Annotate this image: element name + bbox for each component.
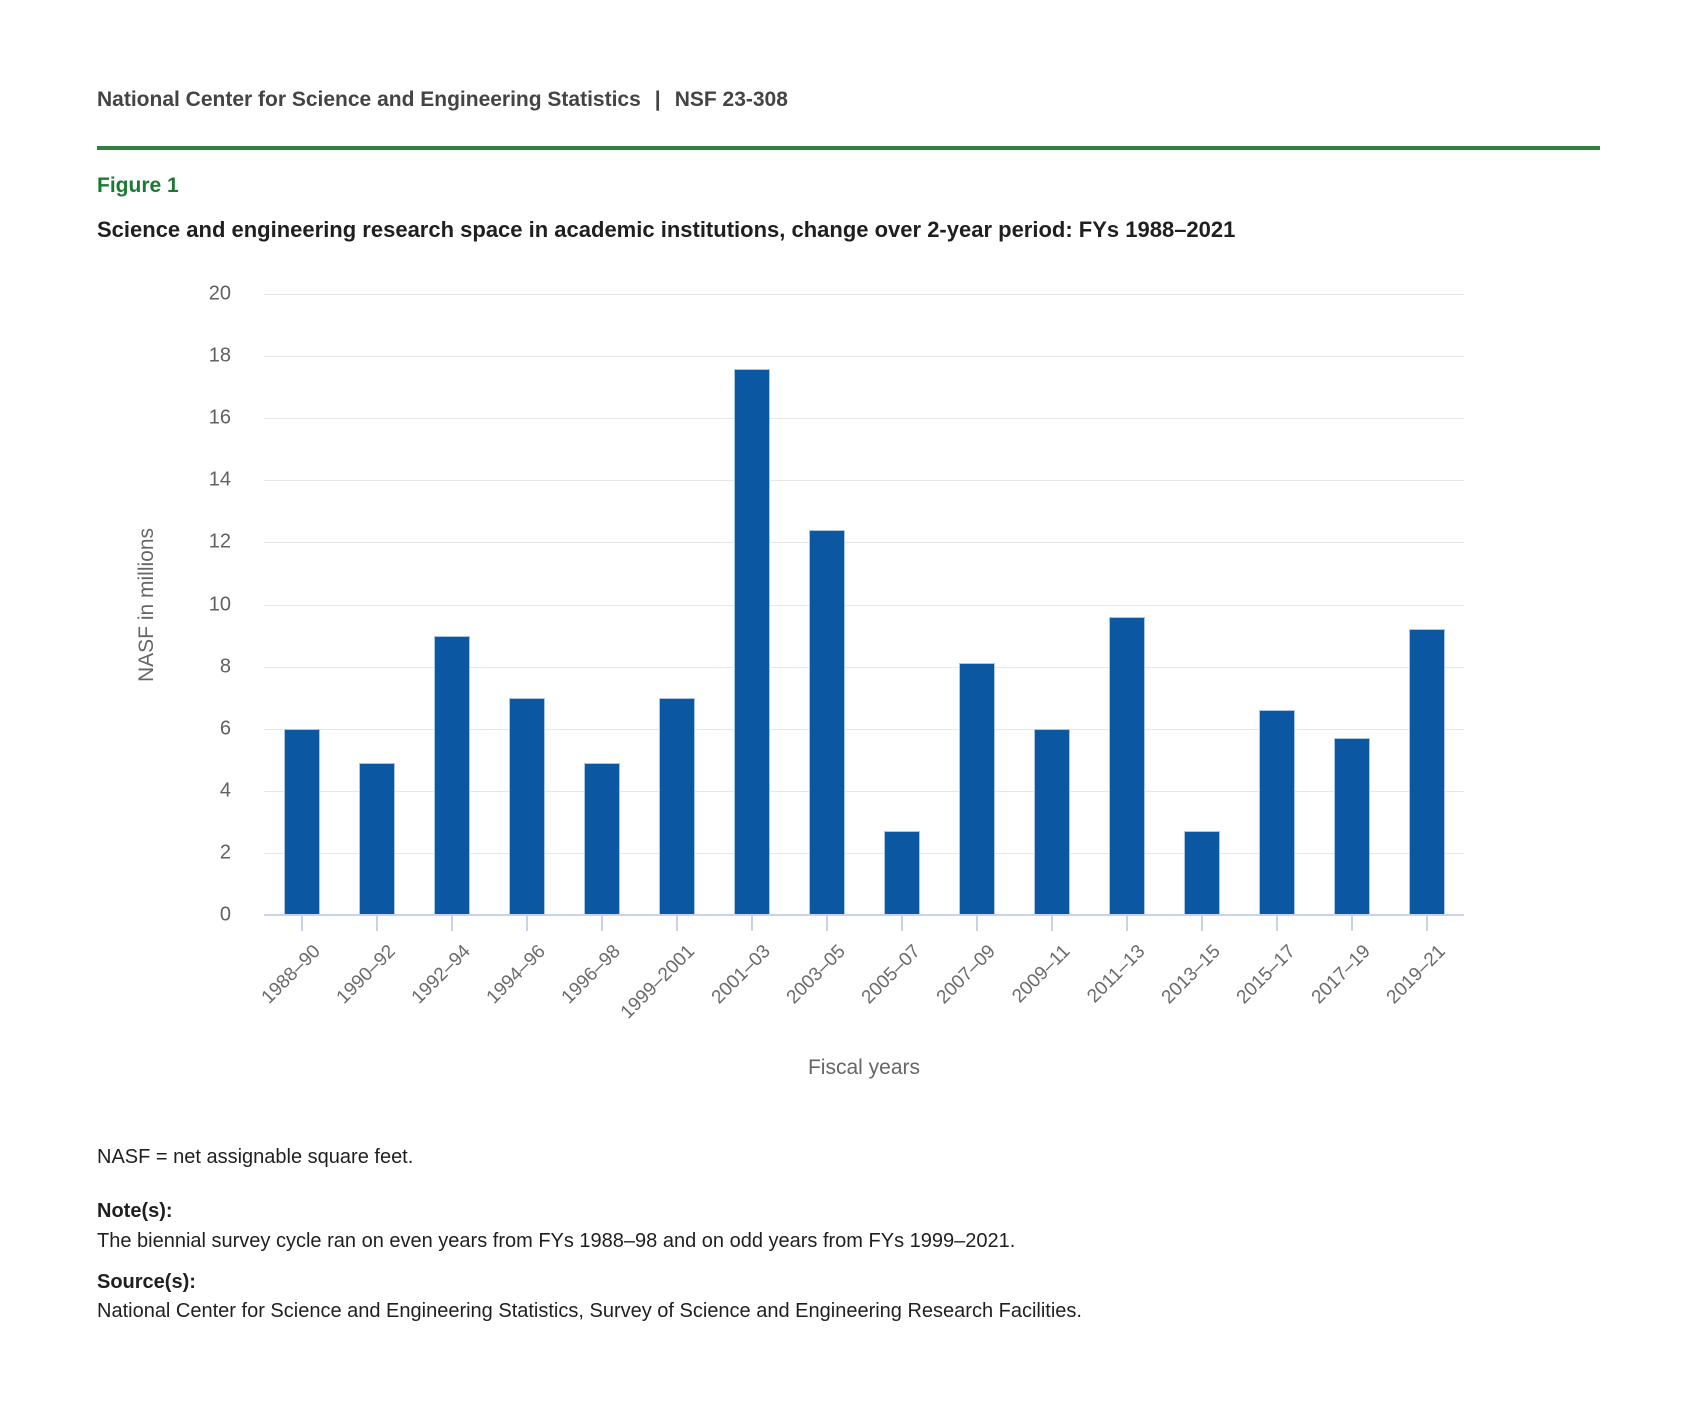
x-tick-label: 1992–94	[407, 941, 475, 1009]
gridline	[264, 852, 1464, 854]
x-tick-label: 2001–03	[707, 941, 775, 1009]
x-axis-tick	[750, 915, 753, 931]
bar	[808, 530, 845, 915]
bar	[1333, 738, 1370, 915]
gridline	[264, 604, 1464, 606]
gridline	[264, 418, 1464, 420]
y-tick-label: 8	[219, 655, 231, 678]
bar	[1408, 629, 1445, 915]
x-axis-tick	[375, 915, 378, 931]
y-tick-label: 0	[219, 903, 231, 926]
x-tick-label: 2007–09	[932, 941, 1000, 1009]
y-tick-label: 10	[208, 593, 231, 615]
x-axis-tick	[1425, 915, 1428, 931]
bar	[583, 763, 620, 915]
y-tick-label: 14	[208, 468, 231, 491]
y-tick-label: 4	[219, 779, 231, 802]
header-org: National Center for Science and Engineer…	[97, 88, 641, 111]
bar	[358, 763, 395, 915]
bar	[1183, 831, 1220, 915]
bar	[733, 369, 770, 915]
gridline	[264, 542, 1464, 544]
bar	[883, 831, 920, 915]
notes-text: The biennial survey cycle ran on even ye…	[97, 1230, 1016, 1252]
notes-label: Note(s):	[97, 1200, 173, 1222]
x-tick-label: 2015–17	[1232, 941, 1300, 1009]
header-report-number: NSF 23-308	[674, 88, 788, 111]
bar	[508, 698, 545, 915]
bar	[1108, 617, 1145, 915]
bar	[1258, 710, 1295, 915]
x-tick-label: 1990–92	[332, 941, 400, 1009]
figure-label: Figure 1	[97, 174, 179, 197]
y-tick-label: 16	[208, 406, 231, 429]
x-tick-label: 2005–07	[857, 941, 925, 1009]
x-tick-label: 1988–90	[257, 941, 325, 1009]
bar	[658, 698, 695, 915]
y-tick-label: 6	[219, 717, 231, 740]
bar	[433, 636, 470, 915]
x-axis-tick	[525, 915, 528, 931]
chart-title: Science and engineering research space i…	[97, 217, 1236, 242]
x-axis-tick	[1350, 915, 1353, 931]
x-axis-tick	[900, 915, 903, 931]
y-tick-label: 12	[208, 530, 231, 553]
x-axis-title: Fiscal years	[807, 1056, 921, 1079]
x-tick-label: 1996–98	[557, 941, 625, 1009]
x-axis-tick	[975, 915, 978, 931]
gridline	[264, 356, 1464, 358]
bar	[1033, 729, 1070, 915]
y-tick-label: 18	[208, 344, 231, 367]
header-separator: |	[654, 88, 661, 111]
x-axis-tick	[825, 915, 828, 931]
x-tick-label: 2003–05	[782, 941, 850, 1009]
x-axis-tick	[600, 915, 603, 931]
y-tick-label: 2	[219, 841, 231, 864]
x-axis-tick	[675, 915, 678, 931]
gridline	[264, 666, 1464, 668]
x-axis-tick	[450, 915, 453, 931]
y-axis-title: NASF in millions	[135, 527, 158, 683]
x-axis-tick	[300, 915, 303, 931]
x-axis-tick	[1125, 915, 1128, 931]
bar	[283, 729, 320, 915]
x-tick-label: 2019–21	[1382, 941, 1450, 1009]
gridline	[264, 294, 1464, 295]
x-tick-label: 2009–11	[1008, 941, 1075, 1008]
sources-text: National Center for Science and Engineer…	[97, 1300, 1082, 1322]
x-axis-tick	[1275, 915, 1278, 931]
plot-area: 0 2 4 6 8 10 12 14 16 18 20 1988–90 1990–92 1992–94 19…	[209, 283, 1464, 1023]
gridline	[264, 790, 1464, 792]
x-tick-label: 1999–2001	[617, 941, 700, 1024]
x-tick-label: 1994–96	[482, 941, 550, 1009]
x-tick-label: 2017–19	[1307, 941, 1375, 1009]
x-axis-tick	[1050, 915, 1053, 931]
y-tick-label: 20	[208, 282, 231, 305]
x-axis-line	[264, 914, 1464, 916]
page-header: National Center for Science and Engineer…	[97, 88, 788, 112]
x-tick-label: 2011–13	[1083, 941, 1150, 1008]
green-divider-rule	[97, 146, 1600, 150]
x-tick-label: 2013–15	[1157, 941, 1225, 1009]
abbreviation-note: NASF = net assignable square feet.	[97, 1146, 414, 1168]
gridline	[264, 728, 1464, 730]
x-axis-tick	[1200, 915, 1203, 931]
sources-label: Source(s):	[97, 1271, 196, 1293]
bar	[958, 663, 995, 915]
gridline	[264, 480, 1464, 482]
